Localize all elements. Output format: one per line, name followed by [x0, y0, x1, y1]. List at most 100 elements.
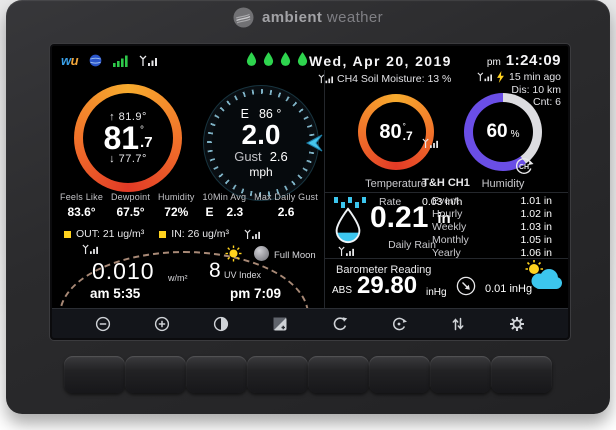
- condition-humidity: Humidity 72%: [158, 192, 195, 219]
- display-screen: wu Wed, Apr 20, 2019 pm 1:24:09: [50, 44, 570, 340]
- svg-text:CH: CH: [519, 164, 529, 171]
- sensor-signal-icon: [338, 246, 354, 256]
- moisture-drop-icon: [246, 52, 257, 66]
- sensor-signal-icon: [139, 55, 158, 66]
- wind-compass: E 86 ° 2.0 Gust 2.6 mph: [204, 86, 318, 200]
- rain-sensor-header: T&H CH1: [422, 177, 470, 189]
- scroll-up-down-button[interactable]: [450, 315, 467, 332]
- lightning-count: Cnt: 6: [532, 96, 561, 108]
- rain-rate-label: Rate: [379, 196, 402, 208]
- humidity-gauge: 60%: [464, 93, 542, 171]
- condition-max-gust: Max Daily Gust 2.6: [254, 192, 318, 219]
- barometer-value: 29.80: [357, 272, 418, 299]
- touch-button-bar: [52, 308, 568, 338]
- device-key-3[interactable]: [186, 356, 247, 393]
- wifi-bars-icon: [113, 55, 128, 67]
- physical-button-row: [64, 356, 552, 393]
- globe-icon: [89, 54, 102, 67]
- rain-drop-icon: [335, 207, 361, 244]
- wunderground-icon: wu: [61, 53, 79, 68]
- rainfall-dots-icon: [334, 197, 366, 208]
- refresh-button[interactable]: [331, 315, 348, 332]
- moon-icon: [254, 246, 269, 261]
- moisture-channel-drops: [246, 52, 308, 67]
- sunset-time: pm 7:09: [230, 286, 282, 301]
- uv-index-label: UV Index: [224, 270, 262, 280]
- device-key-2[interactable]: [125, 356, 186, 393]
- device-key-1[interactable]: [64, 356, 125, 393]
- time-display: pm 1:24:09: [487, 52, 561, 69]
- pm-outdoor: OUT: 21 ug/m³: [64, 228, 144, 240]
- brand-weather: weather: [326, 9, 384, 26]
- soil-moisture-text: CH4 Soil Moisture: 13 %: [337, 73, 452, 85]
- sensor-signal-icon: [82, 244, 98, 254]
- plus-button[interactable]: [153, 315, 170, 332]
- channel-cycle-button[interactable]: [390, 315, 407, 332]
- moon-phase-label: Full Moon: [274, 250, 316, 261]
- uv-index-value: 8: [209, 259, 221, 282]
- yellow-square-icon: [159, 230, 167, 238]
- status-icons: wu: [61, 53, 158, 68]
- rain-total-row: Yearly 1.06 in: [432, 246, 552, 259]
- device-key-8[interactable]: [491, 356, 552, 393]
- conditions-row: Feels Like 83.6° Dewpoint 67.5° Humidity…: [56, 192, 322, 219]
- outdoor-temp-gauge: ↑ 81.9° 81 ° .7 ↓ 77.7°: [74, 84, 182, 192]
- wind-speed: 2.0: [241, 119, 281, 150]
- rain-rate-value: 0.03 in/h: [422, 196, 463, 208]
- channel-temp-value: 80 ° .7: [379, 120, 413, 143]
- sensor-signal-icon: [318, 74, 333, 84]
- solar-radiation-unit: w/m²: [168, 273, 188, 283]
- rain-total-row: Weekly 1.03 in: [432, 220, 552, 233]
- moisture-drop-icon: [263, 52, 274, 66]
- settings-button[interactable]: [509, 315, 526, 332]
- moisture-drop-icon: [280, 52, 291, 66]
- rain-total-row: Hourly 1.02 in: [432, 207, 552, 220]
- channel-cycle-badge-icon: CH: [516, 158, 534, 174]
- barometer-title: Barometer Reading: [336, 264, 432, 276]
- contrast-button[interactable]: [213, 315, 230, 332]
- date-display: Wed, Apr 20, 2019: [309, 53, 452, 69]
- lightning-icon: [497, 71, 504, 84]
- wind-direction: E 86 °: [240, 107, 282, 121]
- brand-ambient: ambient: [261, 9, 323, 26]
- outdoor-temp-high: ↑ 81.9°: [109, 111, 147, 123]
- rain-totals-list: Event 1.01 in Hourly 1.02 in Weekly 1.03 in…: [432, 195, 552, 260]
- lightning-distance: Dis: 10 km: [511, 83, 561, 96]
- channel-temp-gauge: 80 ° .7: [358, 94, 434, 170]
- outdoor-temp-low: ↓ 77.7°: [109, 153, 147, 165]
- rain-total-row: Monthly 1.05 in: [432, 233, 552, 246]
- brand-name: ambient weather: [262, 9, 383, 26]
- sensor-signal-icon: [477, 72, 493, 82]
- panel-divider: [325, 258, 568, 259]
- time-value: 1:24:09: [505, 52, 561, 69]
- wind-arrow-icon: [305, 134, 323, 152]
- solar-radiation-value: 0.010: [92, 258, 155, 284]
- barometer-unit: inHg: [426, 287, 447, 298]
- sensor-signal-icon: [244, 229, 261, 239]
- humidity-label: Humidity: [481, 178, 525, 190]
- moisture-drop-icon: [297, 52, 308, 66]
- device-key-7[interactable]: [430, 356, 491, 393]
- condition-wind-avg: 10Min Avg E 2.3: [202, 192, 247, 219]
- device-key-4[interactable]: [247, 356, 308, 393]
- display-brightness-button[interactable]: [272, 315, 289, 332]
- sun-icon: [225, 245, 242, 262]
- time-meridiem: pm: [486, 57, 501, 68]
- condition-dewpoint: Dewpoint 67.5°: [110, 192, 151, 219]
- humidity-value: 60%: [486, 121, 520, 142]
- pressure-trend-icon: [456, 276, 476, 296]
- daily-rain-value: 0.21 in: [370, 201, 451, 234]
- rain-total-row: Event 1.01 in: [432, 195, 552, 207]
- sensor-signal-icon: [422, 138, 438, 148]
- device-key-6[interactable]: [369, 356, 430, 393]
- lightning-ago: 15 min ago: [509, 71, 561, 83]
- ambient-globe-icon: [233, 7, 254, 28]
- air-quality-row: OUT: 21 ug/m³ IN: 26 ug/m³: [64, 228, 261, 240]
- outdoor-temp-value: 81 ° .7: [103, 120, 153, 156]
- minus-button[interactable]: [94, 315, 111, 332]
- panel-divider: [324, 70, 325, 308]
- wind-gust: Gust 2.6: [234, 149, 288, 164]
- device-key-5[interactable]: [308, 356, 369, 393]
- daily-rain-label: Daily Rain: [388, 239, 436, 251]
- barometer-mode: ABS: [332, 285, 353, 296]
